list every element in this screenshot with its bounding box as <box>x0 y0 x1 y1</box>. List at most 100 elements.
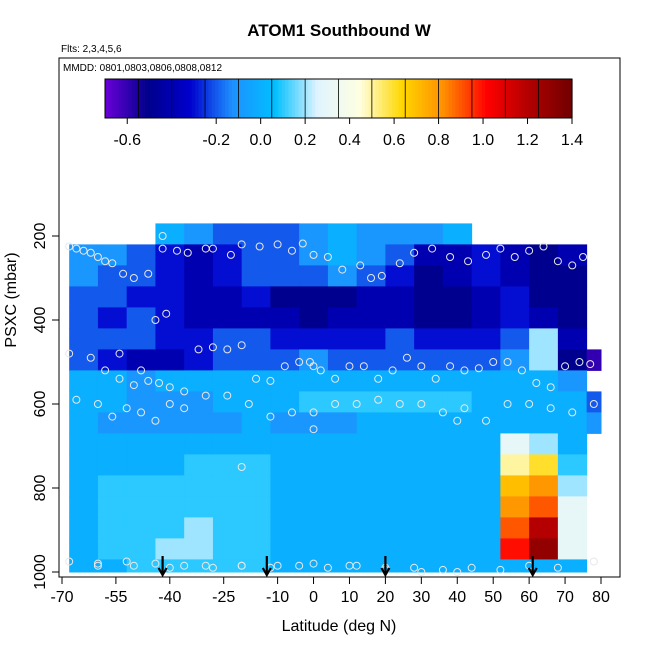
colorbar-swatch <box>338 79 343 118</box>
sample-point <box>316 366 325 375</box>
heatmap-cell <box>500 370 530 392</box>
heatmap-cell <box>471 391 501 413</box>
heatmap-cell <box>414 286 444 308</box>
heatmap-cell <box>241 538 271 560</box>
heatmap-cell <box>155 433 185 455</box>
dates-note: MMDD: 0801,0803,0806,0808,0812 <box>63 63 222 74</box>
heatmap-cell <box>212 517 243 539</box>
heatmap-cell <box>442 223 473 245</box>
heatmap-cell <box>270 328 300 350</box>
y-tick-label: 200 <box>32 223 49 250</box>
flight-arrow-head <box>157 567 168 578</box>
sample-point <box>568 408 577 417</box>
sample-point <box>309 425 318 434</box>
sample-point <box>446 253 455 261</box>
heatmap-cell <box>270 433 300 455</box>
sample-point <box>226 250 235 259</box>
sample-point <box>65 349 74 358</box>
sample-point <box>237 240 246 249</box>
sample-point <box>377 271 386 280</box>
colorbar-swatch <box>111 79 116 118</box>
colorbar-swatch <box>295 79 300 118</box>
sample-point <box>180 404 189 413</box>
heatmap-cell <box>299 538 329 560</box>
y-axis-label: PSXC (mbar) <box>3 252 20 347</box>
colorbar-swatch <box>231 79 236 118</box>
colorbar-swatch <box>278 79 283 118</box>
heatmap-cell <box>155 370 185 392</box>
colorbar-swatch <box>165 79 169 118</box>
heatmap-cell <box>270 244 300 266</box>
heatmap-cell <box>97 328 128 350</box>
heatmap-cell <box>184 454 214 476</box>
heatmap-cell <box>356 517 386 539</box>
heatmap-cell <box>442 433 473 455</box>
heatmap-cell <box>126 559 156 573</box>
heatmap-cell <box>126 370 156 392</box>
heatmap-cell <box>212 328 243 350</box>
heatmap-cell <box>529 244 559 266</box>
heatmap-cell <box>500 265 530 287</box>
colorbar-swatch <box>451 79 456 118</box>
heatmap-cell <box>557 475 588 497</box>
sample-point <box>129 381 138 390</box>
heatmap-cell <box>471 433 501 455</box>
heatmap-cell <box>299 223 329 245</box>
heatmap-cell <box>557 454 588 476</box>
heatmap-cell <box>97 454 128 476</box>
heatmap-cell <box>385 223 415 245</box>
colorbar-swatch <box>255 79 260 118</box>
heatmap-cell <box>327 244 358 266</box>
heatmap-cell <box>299 244 329 266</box>
sample-point <box>119 269 128 278</box>
sample-point <box>172 246 181 255</box>
heatmap-cell <box>69 328 99 350</box>
heatmap-cell <box>241 433 271 455</box>
heatmap-cell <box>442 265 473 287</box>
heatmap-cell <box>529 349 559 371</box>
heatmap-cell <box>97 265 128 287</box>
colorbar-swatch <box>515 79 520 118</box>
heatmap-cell <box>69 454 99 476</box>
colorbar-swatch <box>548 79 553 118</box>
heatmap-cell <box>97 496 128 518</box>
heatmap-cell <box>126 496 156 518</box>
sample-point <box>137 366 146 375</box>
heatmap-cell <box>471 454 501 476</box>
heatmap-cell <box>126 475 156 497</box>
colorbar-swatch <box>115 79 119 118</box>
sample-point <box>356 261 365 270</box>
sample-point <box>165 383 174 392</box>
colorbar-swatch <box>395 79 400 118</box>
heatmap-cell <box>414 328 444 350</box>
heatmap-cell <box>442 496 473 518</box>
heatmap-cell <box>155 412 185 434</box>
sample-point <box>579 253 588 261</box>
heatmap-cell <box>327 517 358 539</box>
heatmap-cell <box>586 412 602 434</box>
heatmap-cell <box>126 433 156 455</box>
colorbar-swatch <box>301 79 306 118</box>
colorbar-tick-label: 0.6 <box>383 132 405 149</box>
sample-point <box>388 366 397 375</box>
heatmap-cell <box>500 328 530 350</box>
sample-point <box>428 244 437 253</box>
heatmap-cell <box>184 538 214 560</box>
heatmap-cell <box>529 286 559 308</box>
heatmap-cell <box>184 328 214 350</box>
sample-point <box>589 400 598 408</box>
sample-point <box>158 232 167 240</box>
heatmap-cell <box>97 538 128 560</box>
colorbar-swatch <box>435 79 440 118</box>
colorbar-swatch <box>401 79 406 118</box>
colorbar-tick-label: 0.2 <box>294 132 316 149</box>
sample-point <box>266 412 275 421</box>
heatmap-cell <box>500 538 530 560</box>
heatmap-cell <box>442 370 473 392</box>
heatmap-cell <box>69 559 99 573</box>
sample-point <box>151 416 160 425</box>
heatmap-cell <box>184 412 214 434</box>
colorbar-tick-label: 0.8 <box>427 132 449 149</box>
colorbar-swatch <box>245 79 250 118</box>
